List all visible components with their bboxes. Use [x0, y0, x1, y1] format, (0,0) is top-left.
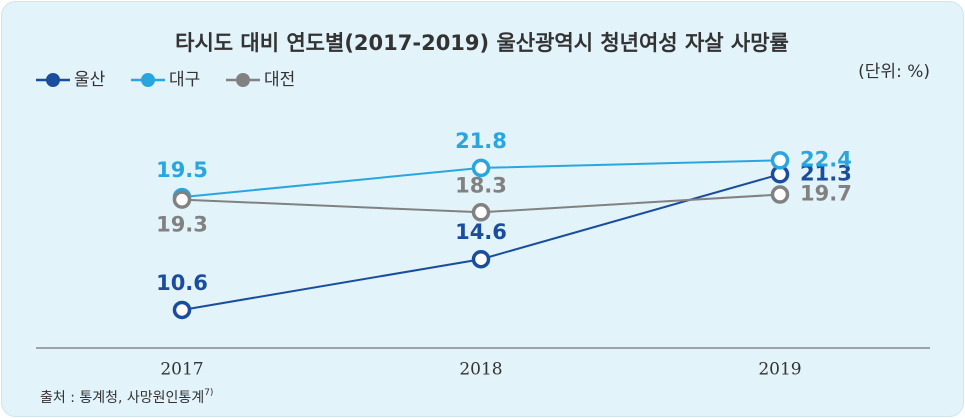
data-label: 21.8 — [455, 129, 507, 153]
data-label: 19.7 — [800, 182, 852, 206]
marker — [471, 203, 491, 222]
legend-marker — [46, 73, 60, 87]
source-note: 7) — [204, 388, 213, 398]
legend-label: 대구 — [169, 70, 200, 90]
x-tick-label: 2017 — [160, 360, 203, 380]
marker — [172, 300, 192, 320]
marker — [770, 185, 790, 204]
legend-label: 대전 — [264, 70, 295, 90]
x-tick-label: 2019 — [758, 360, 801, 380]
x-tick-label: 2018 — [459, 360, 502, 380]
data-label: 19.3 — [156, 213, 208, 237]
data-label: 22.4 — [800, 147, 852, 171]
data-label: 18.3 — [455, 173, 507, 197]
legend-marker — [236, 73, 250, 87]
source-text: 출처 : 통계청, 사망원인통계 — [40, 390, 204, 406]
source: 출처 : 통계청, 사망원인통계7) — [40, 388, 213, 407]
data-label: 19.5 — [156, 158, 208, 182]
legend-marker — [141, 73, 155, 87]
legend-label: 울산 — [74, 70, 106, 90]
marker — [770, 151, 790, 170]
marker — [471, 158, 491, 178]
data-label: 14.6 — [455, 220, 507, 244]
data-label: 10.6 — [156, 271, 208, 295]
marker — [471, 249, 491, 269]
unit-label: (단위: %) — [858, 62, 930, 82]
data-label: 21.3 — [800, 161, 852, 185]
chart-title: 타시도 대비 연도별(2017-2019) 울산광역시 청년여성 자살 사망률 — [175, 31, 789, 55]
marker — [172, 190, 192, 209]
